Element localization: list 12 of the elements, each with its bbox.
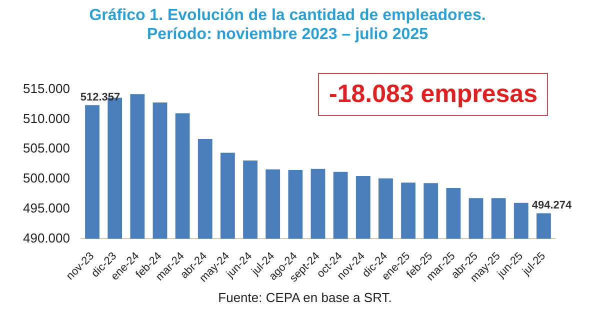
y-tick-label: 505.000 bbox=[22, 140, 70, 156]
chart-subtitle: Período: noviembre 2023 – julio 2025 bbox=[147, 26, 428, 44]
y-tick-label: 490.000 bbox=[22, 230, 70, 246]
annotation: -18.083 empresas bbox=[318, 73, 548, 116]
data-label: 512.357 bbox=[80, 92, 120, 104]
y-tick-label: 500.000 bbox=[22, 170, 70, 186]
chart-title: Gráfico 1. Evolución de la cantidad de empleadores. bbox=[89, 7, 486, 24]
data-label: 494.274 bbox=[532, 200, 572, 212]
y-tick-label: 515.000 bbox=[22, 80, 70, 96]
source-note: Fuente: CEPA en base a SRT. bbox=[217, 290, 393, 305]
y-tick-label: 495.000 bbox=[22, 200, 70, 216]
y-tick-label: 510.000 bbox=[22, 110, 70, 126]
